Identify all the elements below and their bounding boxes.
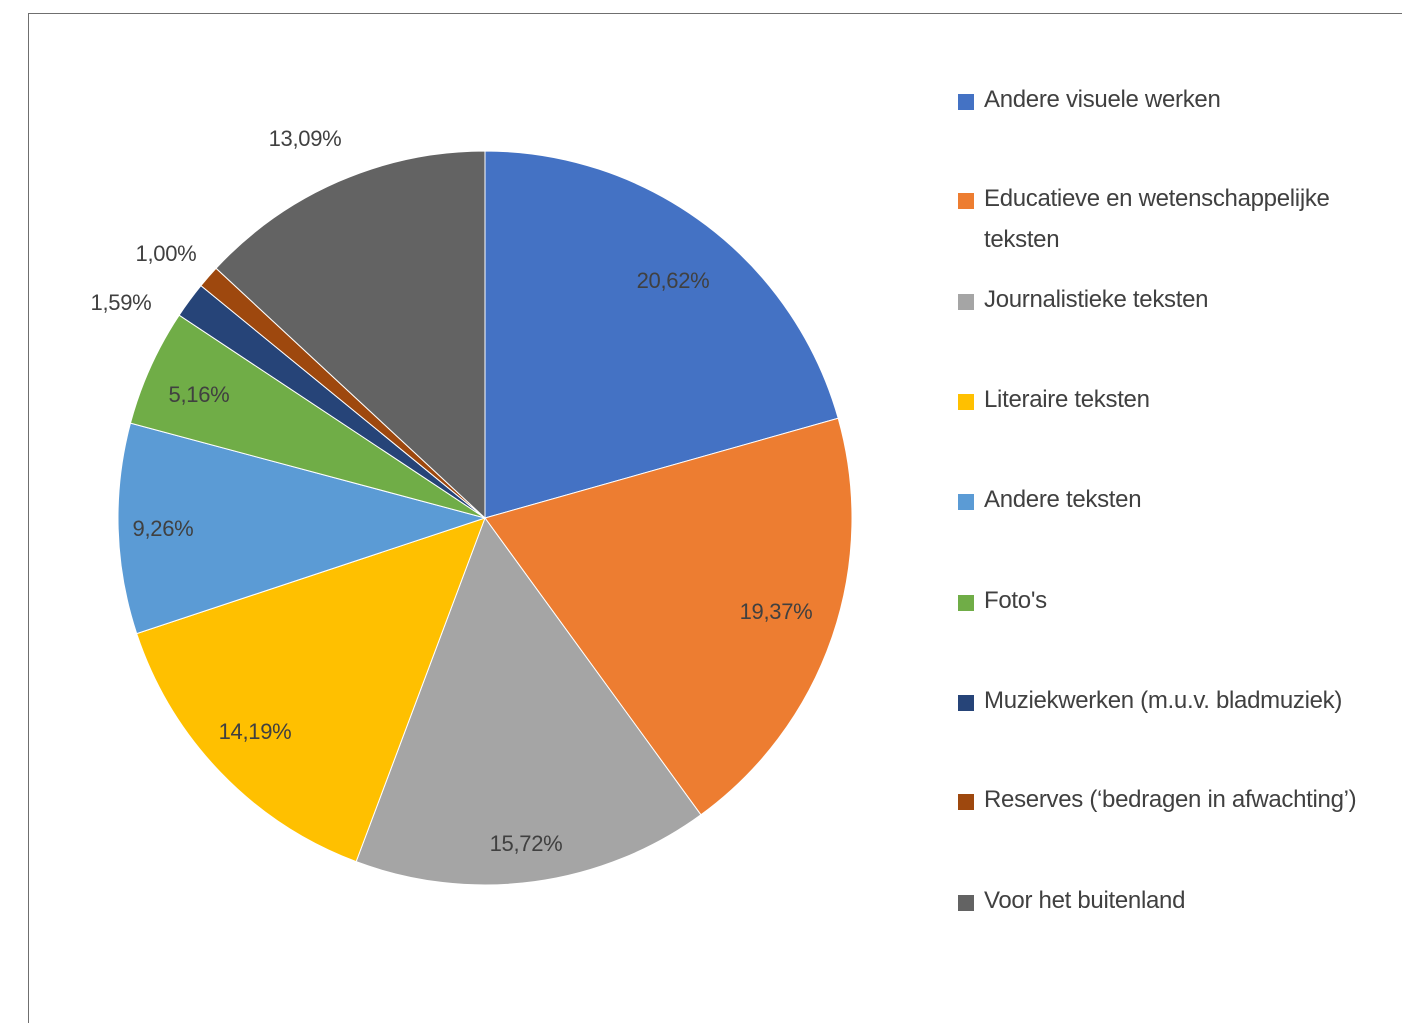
data-label-1: 20,62% — [637, 268, 710, 293]
legend-swatch — [958, 193, 974, 209]
data-label-9: 13,09% — [269, 126, 342, 151]
pie-slice-4 — [136, 517, 486, 863]
legend-label: Literaire teksten — [984, 386, 1150, 413]
data-label-8: 1,00% — [136, 241, 197, 266]
legend-swatch — [958, 494, 974, 510]
legend-item-2: Educatieve en wetenschappelijke teksten — [958, 185, 1394, 260]
data-label-6: 5,16% — [169, 382, 230, 407]
pie-slice-2 — [484, 417, 853, 816]
legend-swatch — [958, 294, 974, 310]
data-label-7: 1,59% — [91, 290, 152, 315]
legend-item-9: Voor het buitenland — [958, 887, 1394, 921]
legend-label: Muziekwerken (m.u.v. bladmuziek) — [984, 687, 1343, 714]
legend-swatch — [958, 595, 974, 611]
legend-item-7: Muziekwerken (m.u.v. bladmuziek) — [958, 687, 1394, 721]
legend-item-3: Journalistieke teksten — [958, 286, 1394, 320]
legend-item-4: Literaire teksten — [958, 386, 1394, 420]
legend-item-5: Andere teksten — [958, 486, 1394, 520]
pie-slice-3 — [355, 516, 702, 886]
legend-label: Voor het buitenland — [984, 887, 1186, 914]
pie-chart: 20,62% 19,37% 15,72% 14,19% 9,26% 5,16% 1,59% 1… — [91, 126, 853, 886]
legend-swatch — [958, 695, 974, 711]
legend-label: Educatieve en wetenschappelijke teksten — [984, 185, 1330, 253]
pie-slice-9 — [215, 150, 486, 520]
data-label-3: 15,72% — [490, 831, 563, 856]
legend-swatch — [958, 794, 974, 810]
legend-label: Andere visuele werken — [984, 86, 1221, 113]
legend-item-8: Reserves (‘bedragen in afwachting’) — [958, 786, 1394, 820]
legend-label: Foto's — [984, 587, 1047, 614]
chart-frame — [28, 13, 1402, 1023]
data-label-4: 14,19% — [219, 719, 292, 744]
legend-label: Andere teksten — [984, 486, 1142, 513]
legend-label: Journalistieke teksten — [984, 286, 1209, 313]
pie-slice-5 — [117, 422, 487, 635]
legend-label: Reserves (‘bedragen in afwachting’) — [984, 786, 1357, 813]
legend-swatch — [958, 94, 974, 110]
legend-swatch — [958, 394, 974, 410]
data-label-2: 19,37% — [740, 599, 813, 624]
pie-slice-1 — [484, 150, 839, 519]
legend-item-1: Andere visuele werken — [958, 86, 1394, 120]
legend-swatch — [958, 895, 974, 911]
data-label-5: 9,26% — [133, 516, 194, 541]
legend-item-6: Foto's — [958, 587, 1394, 621]
